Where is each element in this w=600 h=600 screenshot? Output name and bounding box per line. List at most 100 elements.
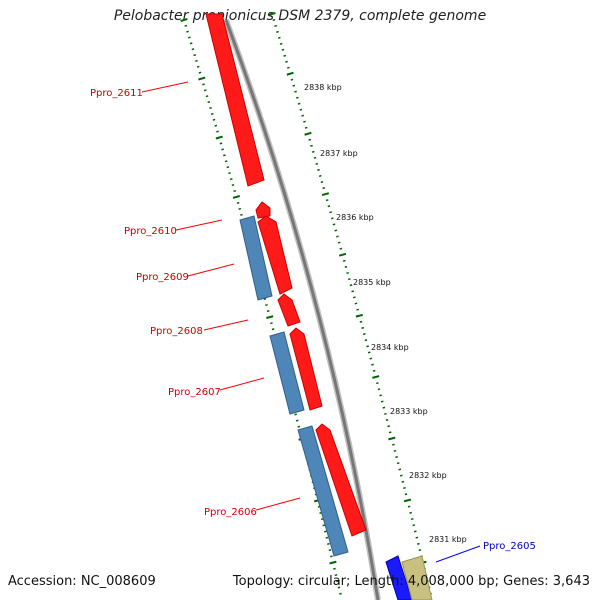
- gene-ppro-2611[interactable]: [205, 13, 265, 187]
- minor-tick: [292, 84, 296, 87]
- minor-tick: [226, 166, 230, 169]
- minor-tick: [344, 265, 348, 268]
- gene-ppro-2607[interactable]: [289, 327, 323, 411]
- tick-label: 2835 kbp: [353, 278, 391, 287]
- minor-tick: [228, 172, 231, 175]
- minor-tick: [238, 207, 242, 210]
- minor-tick: [418, 549, 422, 552]
- minor-tick: [349, 284, 353, 287]
- gene-label-ppro-2611[interactable]: Ppro_2611: [90, 88, 143, 99]
- major-tick: [338, 252, 347, 257]
- minor-tick: [356, 308, 360, 311]
- minor-tick: [372, 369, 376, 372]
- minor-tick: [362, 333, 366, 336]
- gene-ppro-2606[interactable]: [315, 423, 367, 537]
- minor-tick: [216, 130, 219, 133]
- major-tick: [266, 315, 274, 319]
- minor-tick: [233, 189, 237, 193]
- gene-ppro-2609-reverse[interactable]: [239, 215, 273, 301]
- minor-tick: [209, 106, 212, 110]
- minor-tick: [346, 271, 349, 275]
- minor-tick: [387, 425, 390, 428]
- major-tick: [268, 12, 276, 16]
- minor-tick: [401, 480, 405, 483]
- minor-tick: [399, 474, 403, 477]
- minor-tick: [325, 536, 329, 539]
- minor-tick: [367, 351, 371, 354]
- outer-dotted-track: [268, 12, 432, 595]
- minor-tick: [410, 517, 414, 521]
- minor-tick: [347, 278, 351, 281]
- gene-ppro-2605[interactable]: [385, 555, 413, 600]
- minor-tick: [304, 126, 308, 129]
- minor-tick: [337, 241, 341, 244]
- minor-tick: [272, 18, 276, 22]
- minor-tick: [380, 400, 384, 403]
- gene-label-ppro-2605[interactable]: Ppro_2605: [483, 541, 536, 552]
- minor-tick: [412, 524, 416, 527]
- major-tick: [403, 498, 412, 503]
- minor-tick: [339, 247, 343, 250]
- gene-ppro-2610-small[interactable]: [255, 201, 271, 219]
- minor-tick: [277, 36, 281, 39]
- minor-tick: [265, 303, 268, 307]
- minor-tick: [274, 24, 278, 27]
- minor-tick: [229, 178, 233, 181]
- minor-tick: [315, 162, 319, 165]
- map-title: Pelobacter propionicus DSM 2379, complet…: [113, 8, 487, 24]
- minor-tick: [377, 388, 381, 391]
- minor-tick: [295, 96, 299, 99]
- minor-tick: [221, 148, 225, 151]
- gene-label-ppro-2607[interactable]: Ppro_2607: [168, 387, 221, 398]
- minor-tick: [317, 168, 320, 171]
- minor-tick: [224, 160, 228, 163]
- reverse-strand-genes: [239, 215, 349, 557]
- gene-label-ppro-2610[interactable]: Ppro_2610: [124, 226, 177, 237]
- minor-tick: [283, 54, 287, 57]
- minor-tick: [404, 493, 408, 496]
- gene-label-ppro-2609[interactable]: Ppro_2609: [136, 272, 189, 283]
- minor-tick: [279, 42, 283, 45]
- major-tick: [180, 18, 188, 22]
- minor-tick: [396, 462, 400, 465]
- tick-label: 2834 kbp: [371, 343, 409, 352]
- tick-label: 2832 kbp: [409, 471, 447, 480]
- minor-tick: [413, 530, 417, 533]
- minor-tick: [202, 83, 205, 86]
- minor-tick: [214, 124, 218, 127]
- minor-tick: [334, 229, 338, 232]
- gene-ppro-2605-neighbor[interactable]: [401, 555, 433, 600]
- minor-tick: [336, 580, 339, 583]
- minor-tick: [236, 201, 240, 204]
- minor-tick: [308, 138, 312, 141]
- tick-label: 2833 kbp: [390, 407, 428, 416]
- minor-tick: [276, 30, 279, 33]
- major-tick: [286, 71, 294, 76]
- minor-tick: [286, 66, 290, 69]
- minor-tick: [409, 511, 413, 514]
- gene-ppro-2607-reverse[interactable]: [269, 331, 305, 415]
- minor-tick: [398, 468, 402, 471]
- minor-tick: [388, 431, 392, 434]
- minor-tick: [364, 339, 368, 342]
- gene-label-ppro-2606[interactable]: Ppro_2606: [204, 507, 257, 518]
- gene-label-ppro-2608[interactable]: Ppro_2608: [150, 326, 203, 337]
- minor-tick: [297, 102, 301, 105]
- minor-tick: [376, 382, 379, 385]
- genome-summary-text: Topology: circular; Length: 4,008,000 bp…: [232, 574, 590, 589]
- minor-tick: [198, 71, 202, 74]
- genome-backbone: [223, 18, 381, 600]
- minor-tick: [294, 90, 297, 93]
- minor-tick: [361, 326, 364, 329]
- minor-tick: [219, 142, 223, 145]
- gene-ppro-2606-reverse[interactable]: [297, 425, 349, 557]
- minor-tick: [207, 101, 211, 104]
- minor-tick: [342, 259, 346, 262]
- scale-labels: 2838 kbp 2837 kbp 2836 kbp 2835 kbp 2834…: [304, 83, 467, 544]
- minor-tick: [382, 406, 386, 409]
- minor-tick: [195, 59, 198, 63]
- gene-ppro-2609[interactable]: [257, 215, 293, 295]
- minor-tick: [205, 95, 209, 98]
- minor-tick: [281, 48, 285, 51]
- gene-ppro-2608[interactable]: [277, 293, 301, 327]
